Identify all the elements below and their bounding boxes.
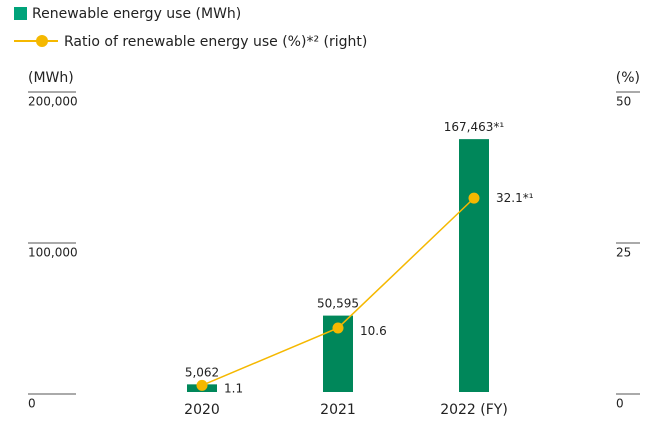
data-label: 167,463*¹ <box>444 120 505 134</box>
legend-marker <box>36 35 48 47</box>
data-label: 5,062 <box>185 365 219 379</box>
axis-label: (%) <box>616 70 640 86</box>
line-marker <box>468 192 480 204</box>
legend-swatch <box>14 7 27 20</box>
y2-tick-label: 0 <box>616 397 624 411</box>
x-tick-label: 2022 (FY) <box>440 402 508 418</box>
data-label: 10.6 <box>360 323 387 337</box>
x-tick-label: 2021 <box>320 402 356 418</box>
footnote-marker: *¹ <box>523 191 534 205</box>
line-marker <box>196 379 208 391</box>
data-label-value: 1.1 <box>224 381 243 395</box>
y-tick-label: 0 <box>28 397 36 411</box>
data-label-value: 32.1 <box>496 191 523 205</box>
bar <box>459 139 489 392</box>
data-label: 50,595 <box>317 296 359 310</box>
y2-tick-label: 25 <box>616 246 631 260</box>
data-label: 1.1 <box>224 381 243 395</box>
y-tick-label: 200,000 <box>28 95 78 109</box>
y-tick-label: 100,000 <box>28 246 78 260</box>
data-label-value: 167,463 <box>444 120 494 134</box>
footnote-marker: *¹ <box>493 120 504 134</box>
data-label: 32.1*¹ <box>496 191 534 205</box>
data-label-value: 50,595 <box>317 296 359 310</box>
legend-label: Ratio of renewable energy use (%)*² (rig… <box>64 34 367 50</box>
line-marker <box>332 322 344 334</box>
axis-label: (MWh) <box>28 70 74 86</box>
data-label-value: 5,062 <box>185 365 219 379</box>
y2-tick-label: 50 <box>616 95 631 109</box>
data-label-value: 10.6 <box>360 323 387 337</box>
x-tick-label: 2020 <box>184 402 220 418</box>
legend-label: Renewable energy use (MWh) <box>32 6 241 22</box>
